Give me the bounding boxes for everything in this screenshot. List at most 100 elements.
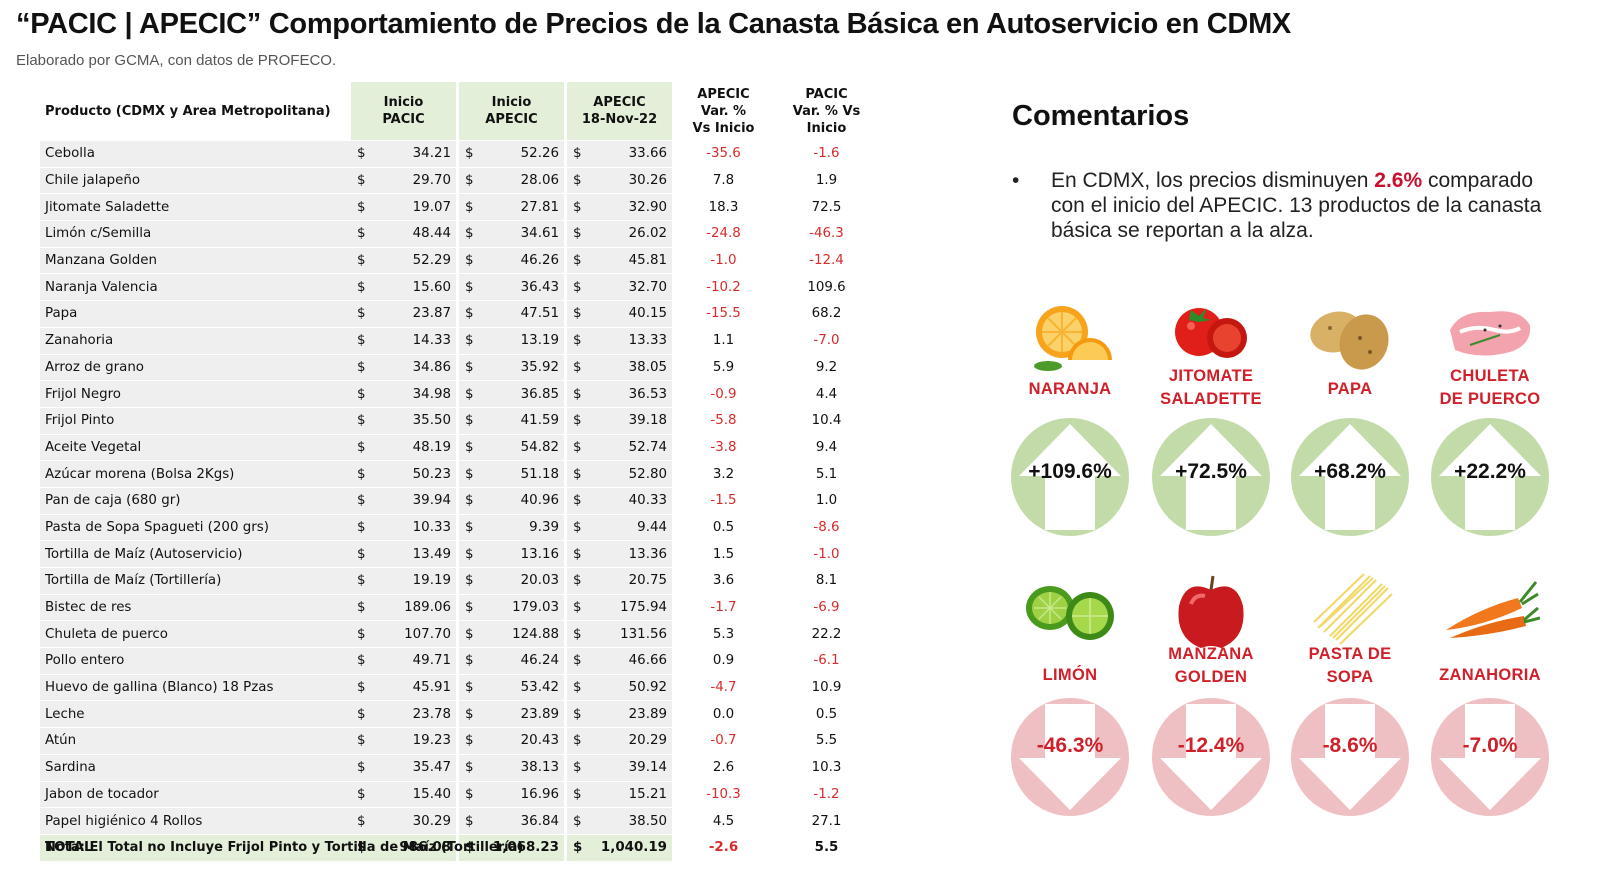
cell-producto: TOTAL <box>40 834 351 862</box>
cell-inicio-pacic: 19.23 <box>375 727 458 755</box>
carrot-icon <box>1440 568 1541 658</box>
cell-inicio-apecic: 27.81 <box>483 193 566 222</box>
cell-currency: $ <box>564 781 591 809</box>
card-label: PAPA <box>1327 380 1373 398</box>
cell-apecic: 45.81 <box>591 247 672 275</box>
table-header-row: Producto (CDMX y Area Metropolitana) Ini… <box>40 82 878 141</box>
cell-var-pacic: 68.2 <box>775 300 878 328</box>
cell-inicio-apecic: 52.26 <box>483 140 566 168</box>
cell-inicio-pacic: 52.29 <box>375 247 458 275</box>
pork-chop-icon <box>1440 290 1540 380</box>
cell-inicio-apecic: 40.96 <box>483 487 566 515</box>
cell-currency: $ <box>456 300 483 328</box>
cell-inicio-pacic: 49.71 <box>375 647 458 675</box>
cell-inicio-apecic: 34.61 <box>483 220 566 248</box>
cell-currency: $ <box>564 220 591 248</box>
pasta-icon <box>1300 568 1400 658</box>
comment-text: En CDMX, los precios disminuyen 2.6% com… <box>1051 169 1542 242</box>
cell-producto: Manzana Golden <box>40 247 351 275</box>
cell-inicio-apecic: 23.89 <box>483 700 566 729</box>
cell-currency: $ <box>564 380 591 408</box>
cell-var-pacic: 8.1 <box>775 567 878 595</box>
cell-currency: $ <box>351 540 375 568</box>
cell-currency: $ <box>351 273 375 302</box>
table-row: Pasta de Sopa Spagueti (200 grs) $10.33 $9… <box>40 514 878 542</box>
cell-producto: Leche <box>40 700 351 729</box>
cell-currency: $ <box>351 647 375 675</box>
cell-var-pacic: 0.5 <box>775 700 878 729</box>
cell-inicio-apecic: 46.26 <box>483 247 566 275</box>
product-card-lim-n: LIMÓN -46.3% <box>1000 568 1140 828</box>
cell-currency: $ <box>456 434 483 462</box>
cell-apecic: 33.66 <box>591 140 672 168</box>
arrow-down-icon <box>1299 704 1401 810</box>
table-row: Aceite Vegetal $48.19 $54.82 $52.74 -3.8 9.4 <box>40 434 878 462</box>
cell-apecic: 39.14 <box>591 754 672 782</box>
cell-currency: $ <box>351 434 375 462</box>
cell-inicio-apecic: 38.13 <box>483 754 566 782</box>
card-percentage: +109.6% <box>1028 460 1112 483</box>
cell-currency: $ <box>351 700 375 729</box>
card-label: NARANJA <box>1028 380 1112 398</box>
cell-inicio-pacic: 189.06 <box>375 594 458 622</box>
cell-producto: Cebolla <box>40 140 351 168</box>
cell-inicio-apecic: 36.43 <box>483 273 566 302</box>
cell-inicio-pacic: 23.87 <box>375 300 458 328</box>
header-apecic-var: APECIC Var. % Vs Inicio <box>672 82 775 141</box>
cell-var-pacic: 72.5 <box>775 193 878 222</box>
arrow-down-icon <box>1160 704 1262 810</box>
cell-currency: $ <box>564 514 591 542</box>
cell-producto: Jabon de tocador <box>40 781 351 809</box>
cell-producto: Pan de caja (680 gr) <box>40 487 351 515</box>
table-note: Nota: El Total no Incluye Frijol Pinto y… <box>45 840 524 855</box>
cell-var-pacic: 5.5 <box>775 834 878 862</box>
cell-currency: $ <box>456 620 483 649</box>
cell-inicio-pacic: 50.23 <box>375 460 458 488</box>
cell-inicio-pacic: 48.44 <box>375 220 458 248</box>
cell-currency: $ <box>564 327 591 355</box>
product-card-naranja: NARANJA +109.6% <box>1000 290 1140 550</box>
cell-currency: $ <box>564 247 591 275</box>
cell-apecic: 20.29 <box>591 727 672 755</box>
arrow-up-icon <box>1160 424 1262 530</box>
cell-currency: $ <box>564 647 591 675</box>
header-inicio-pacic: Inicio PACIC <box>351 82 458 141</box>
cell-currency: $ <box>351 380 375 408</box>
cell-currency: $ <box>351 460 375 488</box>
cell-currency: $ <box>456 327 483 355</box>
cell-currency: $ <box>564 460 591 488</box>
header-apecic-date: APECIC 18-Nov-22 <box>564 82 672 141</box>
cell-var-pacic: 27.1 <box>775 807 878 835</box>
card-percentage: +72.5% <box>1175 460 1247 483</box>
cell-producto: Pollo entero <box>40 647 351 675</box>
cell-currency: $ <box>564 620 591 649</box>
card-percentage: -7.0% <box>1462 734 1518 757</box>
cell-currency: $ <box>456 754 483 782</box>
cell-producto: Tortilla de Maíz (Tortillería) <box>40 567 351 595</box>
cell-var-pacic: 9.2 <box>775 354 878 382</box>
cell-var-apecic: 5.3 <box>672 620 775 649</box>
cell-currency: $ <box>456 193 483 222</box>
cell-var-apecic: -35.6 <box>672 140 775 168</box>
comments-title: Comentarios <box>1012 100 1190 132</box>
cell-currency: $ <box>456 781 483 809</box>
apple-icon <box>1161 568 1261 658</box>
cell-currency: $ <box>456 807 483 835</box>
table-row: Manzana Golden $52.29 $46.26 $45.81 -1.0 -12.… <box>40 247 878 275</box>
cell-inicio-pacic: 39.94 <box>375 487 458 515</box>
cell-currency: $ <box>564 300 591 328</box>
cell-inicio-pacic: 35.47 <box>375 754 458 782</box>
cell-apecic: 39.18 <box>591 407 672 435</box>
cell-var-pacic: 10.3 <box>775 754 878 782</box>
cell-apecic: 38.05 <box>591 354 672 382</box>
table-row: Papa $23.87 $47.51 $40.15 -15.5 68.2 <box>40 300 878 328</box>
cell-var-apecic: 2.6 <box>672 754 775 782</box>
table-total-row: TOTAL $986.08 $1,068.23 $1,040.19 -2.6 5.5 <box>40 834 878 862</box>
cell-var-pacic: 22.2 <box>775 620 878 649</box>
cell-currency: $ <box>456 140 483 168</box>
table-row: Azúcar morena (Bolsa 2Kgs) $50.23 $51.18 $5… <box>40 460 878 488</box>
cell-currency: $ <box>456 514 483 542</box>
cell-inicio-apecic: 41.59 <box>483 407 566 435</box>
arrow-up-icon <box>1299 424 1401 530</box>
cell-var-pacic: 10.4 <box>775 407 878 435</box>
